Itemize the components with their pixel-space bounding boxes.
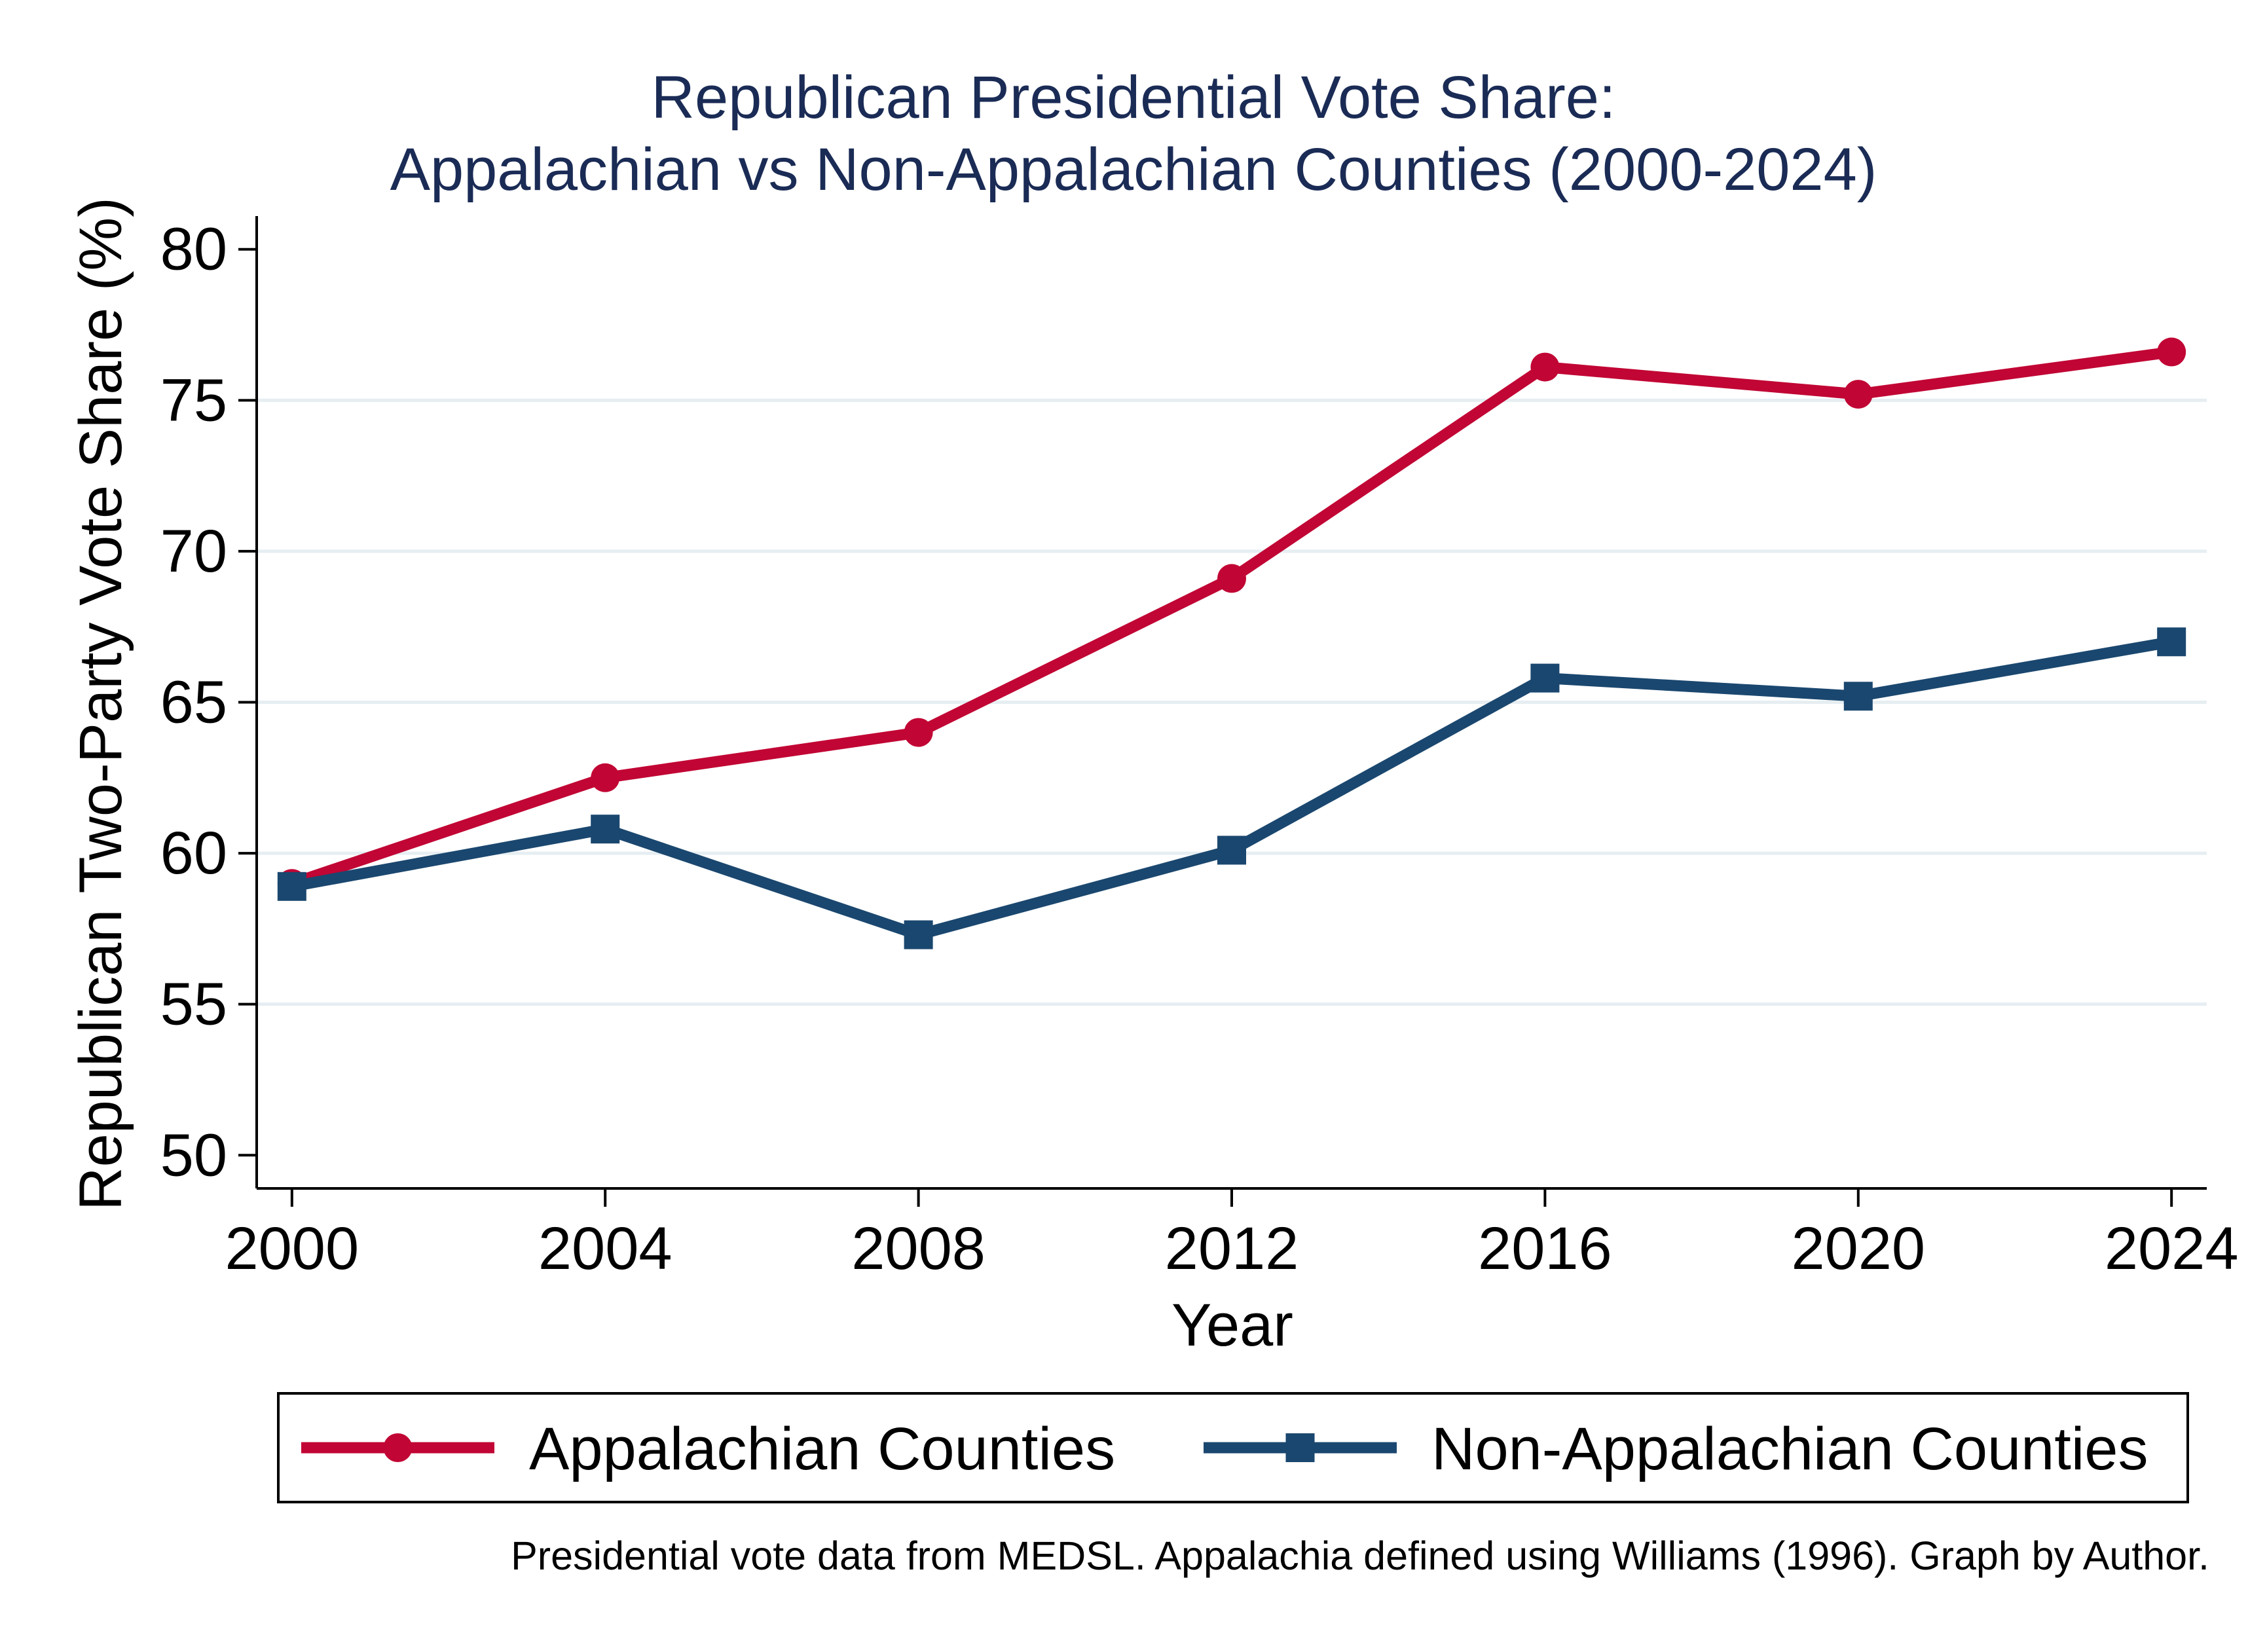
axes: 50 55 60 65 70 75 80 2000 2004 2008 2012 2016 2020 20… [160,216,2239,1282]
x-tick-label: 2004 [538,1215,673,1282]
x-tick-label: 2012 [1165,1215,1299,1282]
y-tick-label: 50 [160,1122,227,1188]
legend-marker [1285,1433,1315,1462]
data-point-2020 [1843,682,1873,711]
source-note: Presidential vote data from MEDSL. Appal… [511,1533,2209,1578]
legend-item: Non-Appalachian Counties [1204,1416,2148,1482]
y-tick-label: 75 [160,367,227,433]
y-tick-label: 65 [160,669,227,736]
y-tick-label: 60 [160,820,227,887]
data-point-2012 [1217,835,1246,865]
data-point-2008 [904,718,933,747]
x-tick-label: 2008 [851,1215,986,1282]
chart-title: Republican Presidential Vote Share: [652,64,1616,131]
data-point-2016 [1530,663,1560,693]
data-point-2000 [277,872,306,901]
data-point-2024 [2157,337,2186,367]
data-point-2004 [591,763,620,792]
x-tick-label: 2020 [1791,1215,1925,1282]
y-tick-label: 80 [160,216,227,283]
data-point-2016 [1530,352,1560,382]
x-tick-label: 2024 [2105,1215,2239,1282]
data-point-2004 [591,815,620,844]
chart-subtitle: Appalachian vs Non-Appalachian Counties … [390,136,1877,203]
data-point-2024 [2157,627,2186,657]
y-tick-label: 70 [160,518,227,585]
data-series [277,337,2186,949]
x-tick-label: 2016 [1478,1215,1612,1282]
y-tick-label: 55 [160,971,227,1038]
y-axis-title: Republican Two-Party Vote Share (%) [67,197,134,1211]
legend-item: Appalachian Counties [301,1416,1115,1482]
legend-label: Non-Appalachian Counties [1431,1416,2148,1482]
legend-label: Appalachian Counties [529,1416,1115,1482]
legend-marker [383,1433,413,1462]
x-tick-label: 2000 [225,1215,359,1282]
legend: Appalachian Counties Non-Appalachian Coun… [277,1392,2189,1503]
series-non-appalachian-counties [277,627,2186,949]
data-point-2008 [904,920,933,949]
data-point-2020 [1843,380,1873,409]
x-axis-title: Year [1171,1292,1293,1359]
data-point-2012 [1217,564,1246,593]
